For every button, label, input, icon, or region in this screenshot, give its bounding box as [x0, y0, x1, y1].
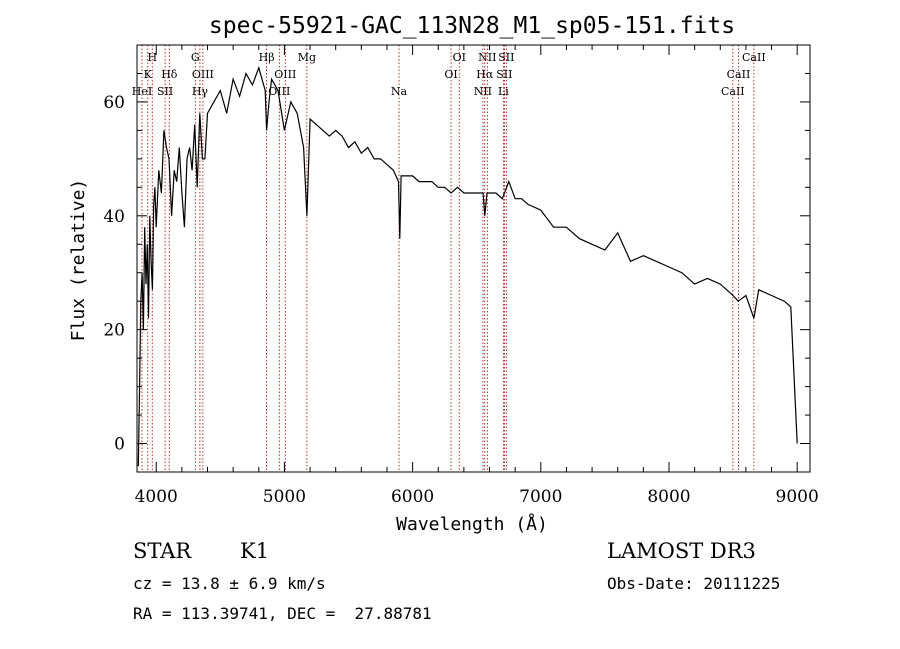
- y-tick-label: 40: [103, 207, 125, 227]
- object-class: STAR: [133, 539, 192, 563]
- y-axis-label: Flux (relative): [68, 179, 89, 342]
- coordinates-text: RA = 113.39741, DEC = 27.88781: [133, 604, 432, 623]
- spectral-line-label: Hδ: [161, 68, 178, 81]
- obs-date-text: Obs-Date: 20111225: [607, 574, 781, 593]
- spectral-line-label: HeI: [132, 85, 152, 98]
- spectrum-series-line: [137, 65, 798, 467]
- spectral-line-label: H: [147, 51, 157, 64]
- x-tick-label: 7000: [519, 487, 562, 507]
- axis-ticks: 4000 5000 6000 7000 8000 9000 0 20 40 60: [103, 44, 819, 507]
- x-tick-label: 6000: [391, 487, 434, 507]
- x-tick-label: 9000: [776, 487, 819, 507]
- x-axis-label: Wavelength (Å): [396, 513, 548, 535]
- spectral-line-label: SII: [157, 85, 173, 98]
- spectral-line-label: K: [144, 68, 153, 81]
- chart-title: spec-55921-GAC_113N28_M1_sp05-151.fits: [209, 13, 735, 39]
- spectral-line-label: Li: [498, 85, 509, 98]
- spectral-line-label: NII: [478, 51, 496, 64]
- plot-frame: [136, 44, 811, 473]
- spectral-line-label: OIII: [268, 85, 290, 98]
- spectral-line-label: CaII: [721, 85, 745, 98]
- object-subclass: K1: [240, 539, 270, 563]
- spectral-line-label: OIII: [192, 68, 214, 81]
- spectral-line-label: G: [191, 51, 200, 64]
- spectral-line-label: Na: [391, 85, 408, 98]
- spectral-line-label: NII: [474, 85, 492, 98]
- y-tick-label: 0: [114, 435, 125, 455]
- y-tick-label: 20: [103, 321, 125, 341]
- spectral-line-label: Mg: [298, 51, 316, 64]
- spectral-line-label: Hβ: [259, 51, 275, 64]
- spectral-line-label: SII: [496, 68, 512, 81]
- redshift-text: cz = 13.8 ± 6.9 km/s: [133, 574, 326, 593]
- x-tick-label: 5000: [263, 487, 306, 507]
- spectral-line-label: OI: [444, 68, 457, 81]
- spectral-line-label: CaII: [727, 68, 751, 81]
- spectral-line-label: SII: [498, 51, 514, 64]
- spectral-line-markers: CaIICaIICaIIHKHeIHδSIIGOIIIHγHβOIIIOIIIM…: [132, 45, 766, 472]
- spectral-line-label: Hα: [476, 68, 494, 81]
- spectral-line-label: CaII: [742, 51, 766, 64]
- spectral-line-label: Hγ: [192, 85, 209, 98]
- survey-name: LAMOST DR3: [607, 539, 756, 563]
- spectral-line-label: OIII: [274, 68, 296, 81]
- x-tick-label: 8000: [647, 487, 690, 507]
- x-tick-label: 4000: [135, 487, 178, 507]
- spectral-line-label: OI: [453, 51, 466, 64]
- y-tick-label: 60: [103, 93, 125, 113]
